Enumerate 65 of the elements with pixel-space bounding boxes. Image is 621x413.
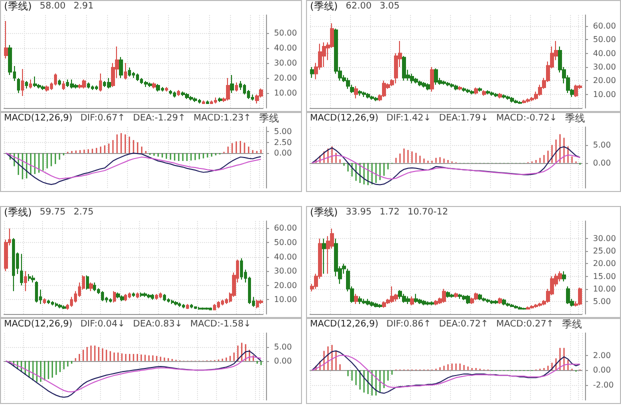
y-tick-label: 40.00 [274,252,297,262]
text: 3.05 [380,2,400,12]
y-tick-label: -2.00 [593,380,614,390]
chart-title: MACD(12,26,9) [310,114,378,124]
y-tick-label: 10.00 [593,90,616,99]
chart-title: MACD(12,26,9) [310,320,378,330]
y-tick-label: 30.00 [274,58,297,68]
y-tick-label: 20.00 [593,259,616,268]
text: DEA:-1.29↑ [133,114,186,124]
y-tick-label: 40.00 [274,44,297,52]
text: DEA:1.79↓ [439,114,488,124]
y-tick-label: 25.00 [593,246,616,256]
text: 10.70-12 [408,208,448,218]
y-tick-label: 30.00 [593,62,616,72]
y-tick-label: 5.00 [274,342,292,352]
text: MACD:1.23↑ [194,114,252,124]
y-tick-label: 60.00 [593,21,616,30]
y-tick-label: 50.00 [274,28,297,38]
text: DIF:0.67↑ [80,114,126,124]
text: DEA:0.72↑ [439,320,488,330]
text: 33.95 [346,208,372,218]
text: DIF:1.42↓ [386,114,432,124]
text: DIF:0.86↑ [386,320,432,330]
text: MACD:-0.72↓ [496,114,558,124]
y-tick-label: 0.00 [593,366,611,375]
chart-title: (季线) [4,0,32,12]
text: MACD:-1.58↓ [190,320,252,330]
text: 59.75 [40,208,66,218]
text: 季线 [259,112,280,124]
y-tick-label: 20.00 [274,74,297,82]
text: 1.72 [380,208,400,218]
y-tick-label: 0.00 [274,148,292,158]
chart-title: (季线) [310,206,338,218]
text: DIF:0.04↓ [80,320,126,330]
y-tick-label: 5.00 [274,126,292,136]
y-tick-label: 5.00 [593,140,611,150]
text: 2.91 [74,2,94,12]
text: 季线 [562,318,582,330]
y-tick-label: 20.00 [593,76,616,86]
y-tick-label: 2.00 [593,350,611,360]
y-tick-label: 30.00 [274,266,297,276]
y-tick-label: 0.00 [274,356,292,366]
y-tick-label: 2.50 [274,138,292,147]
chart-title: MACD(12,26,9) [4,114,72,124]
chart-title: MACD(12,26,9) [4,320,72,330]
text: 季线 [565,112,586,124]
y-tick-label: 5.00 [593,296,611,306]
chart-title: (季线) [310,0,338,12]
y-tick-label: 60.00 [274,224,297,233]
y-tick-label: 40.00 [593,48,616,58]
text: 62.00 [346,2,372,12]
y-tick-label: 15.00 [593,272,616,281]
text: 2.75 [74,208,94,218]
text: 58.00 [40,2,66,12]
y-tick-label: 50.00 [593,35,616,44]
y-tick-label: 50.00 [274,238,297,247]
y-tick-label: 0.00 [593,158,611,168]
y-tick-label: 10.00 [274,295,297,304]
text: MACD:0.27↑ [496,320,554,330]
text: DEA:0.83↓ [133,320,182,330]
y-tick-label: 10.00 [593,284,616,294]
y-tick-label: 20.00 [274,280,297,290]
chart-title: (季线) [4,206,32,218]
y-tick-label: 10.00 [274,88,297,98]
y-tick-label: 30.00 [593,234,616,244]
